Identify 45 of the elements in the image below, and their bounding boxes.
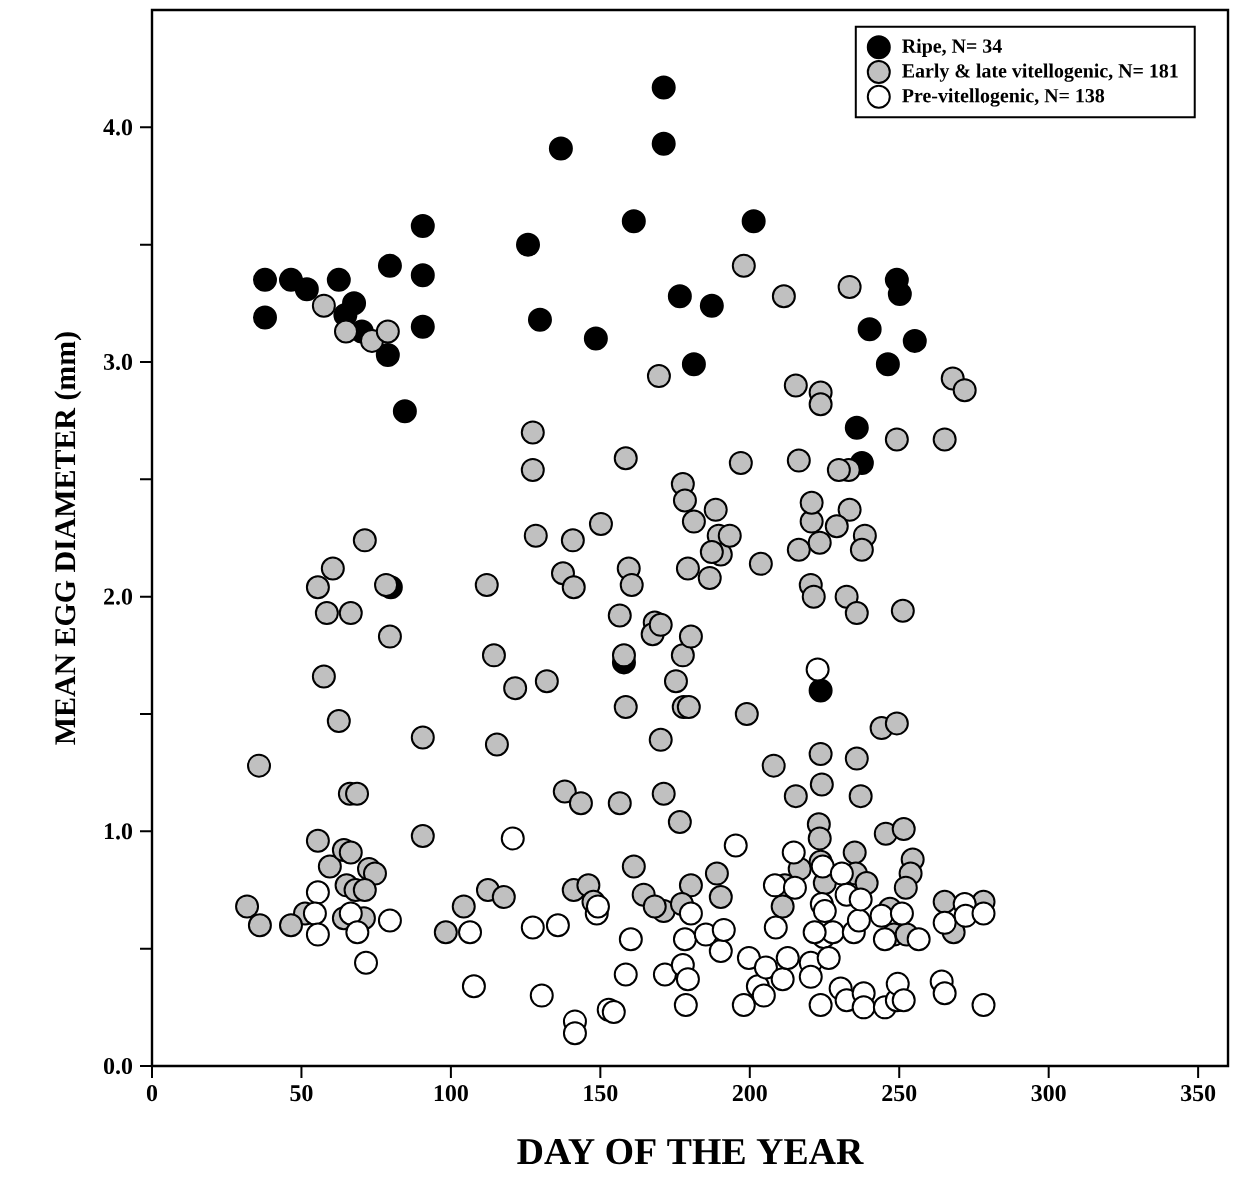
point — [410, 263, 435, 288]
point — [699, 293, 724, 318]
point — [667, 284, 692, 309]
x-tick-label: 0 — [146, 1085, 158, 1102]
y-tick-label: 3.0 — [103, 353, 133, 371]
y-tick-label: 1.0 — [104, 823, 133, 840]
point — [410, 213, 435, 238]
point — [651, 131, 676, 156]
point — [875, 352, 900, 377]
point — [651, 75, 676, 100]
point — [410, 314, 435, 339]
point — [857, 317, 882, 342]
point — [621, 209, 646, 234]
point — [252, 305, 277, 330]
point — [741, 209, 766, 234]
x-axis-title: DAY OF THE YEAR — [517, 1138, 864, 1165]
legend-label: Pre-vitellogenic, N= 138 — [902, 88, 1105, 107]
point — [516, 232, 541, 257]
y-tick-label: 2.0 — [104, 588, 133, 605]
point — [844, 415, 869, 440]
x-tick-label: 100 — [434, 1085, 468, 1102]
legend-label: Early & late vitellogenic, N= 181 — [902, 63, 1178, 82]
x-tick-label: 50 — [290, 1085, 313, 1102]
point — [583, 326, 608, 351]
y-tick-label: 0.0 — [103, 1057, 133, 1075]
point — [887, 281, 912, 306]
point — [527, 307, 552, 332]
point — [681, 352, 706, 377]
point — [392, 399, 417, 424]
y-axis-title: MEAN EGG DIAMETER (mm) — [54, 332, 82, 745]
point — [294, 277, 319, 302]
point — [377, 253, 402, 278]
point — [548, 136, 573, 161]
y-tick-label: 4.0 — [103, 119, 133, 136]
point — [902, 328, 927, 353]
point — [375, 342, 400, 367]
point — [326, 267, 351, 292]
x-tick-label: 300 — [1031, 1085, 1066, 1102]
x-tick-label: 200 — [732, 1085, 767, 1102]
x-tick-label: 350 — [1181, 1085, 1216, 1102]
x-tick-label: 150 — [584, 1085, 618, 1102]
x-tick-label: 250 — [882, 1085, 917, 1102]
point — [808, 678, 833, 703]
point — [252, 267, 277, 292]
legend-label: Ripe, N= 34 — [902, 38, 1002, 57]
